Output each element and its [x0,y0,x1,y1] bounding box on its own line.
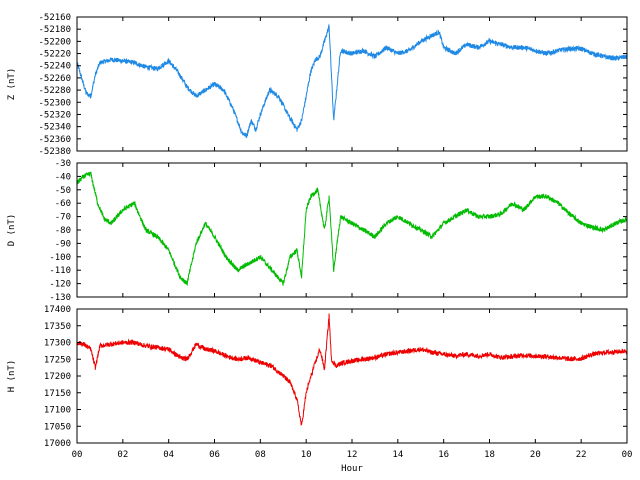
y-axis-title: H (nT) [7,360,17,393]
y-axis-title: D (nT) [7,214,17,247]
y-tick-label: 17000 [44,439,71,449]
series-line [77,313,627,426]
y-tick-label: 17200 [44,372,71,382]
x-tick-label: 00 [72,450,83,460]
series-line [77,171,627,287]
series-line [77,23,627,139]
x-tick-label: 04 [163,450,174,460]
y-tick-label: -50 [55,186,71,196]
y-tick-label: -52280 [38,86,71,96]
x-tick-label: 14 [392,450,403,460]
x-tick-label: 06 [209,450,220,460]
y-tick-label: 17100 [44,406,71,416]
y-tick-label: -52160 [38,13,71,23]
y-tick-label: -130 [49,293,71,303]
y-tick-label: -110 [49,266,71,276]
plot-frame [76,308,628,444]
y-tick-label: -120 [49,280,71,290]
panel-h: 17400 17350 17300 17250 17200 17150 17100 17050… [7,305,632,474]
x-tick-label: 10 [301,450,312,460]
y-tick-label: -52320 [38,110,71,120]
x-tick-label: 18 [484,450,495,460]
y-tick-label: 17150 [44,389,71,399]
panel-z: -52160 -52180 -52200 -52220 -52240 -52260 -522… [7,13,628,157]
plot-frame [76,162,628,298]
x-tick-label: 02 [117,450,128,460]
y-tick-label: -40 [55,172,71,182]
y-tick-label: -52200 [38,37,71,47]
y-tick-label: -80 [55,226,71,236]
y-tick-label: -30 [55,159,71,169]
y-tick-label: 17350 [44,322,71,332]
x-tick-label: 16 [438,450,449,460]
x-tick-label: 22 [576,450,587,460]
y-tick-label: -52300 [38,98,71,108]
y-tick-label: -52340 [38,123,71,133]
x-axis-title: Hour [341,464,363,474]
panel-d: -30 -40 -50 -60 -70 -80 -90 -100 -110 -120 -130 D (… [7,159,628,303]
y-tick-label: -60 [55,199,71,209]
y-tick-label: -70 [55,213,71,223]
y-tick-label: 17050 [44,422,71,432]
y-tick-label: -52180 [38,25,71,35]
y-tick-label: 17250 [44,355,71,365]
plot-frame [76,16,628,152]
x-tick-label: 20 [530,450,541,460]
y-tick-label: -52240 [38,62,71,72]
x-tick-label: 12 [347,450,358,460]
y-tick-label: -52380 [38,147,71,157]
y-tick-label: -52260 [38,74,71,84]
y-tick-label: 17400 [44,305,71,315]
y-tick-label: -52360 [38,135,71,145]
y-axis-title: Z (nT) [7,68,17,101]
y-tick-label: -100 [49,253,71,263]
y-tick-label: -52220 [38,50,71,60]
y-tick-label: -90 [55,239,71,249]
x-tick-label: 00 [622,450,633,460]
y-tick-label: 17300 [44,339,71,349]
x-tick-label: 08 [255,450,266,460]
chart-panels: -52160 -52180 -52200 -52220 -52240 -52260 -522… [7,13,632,474]
